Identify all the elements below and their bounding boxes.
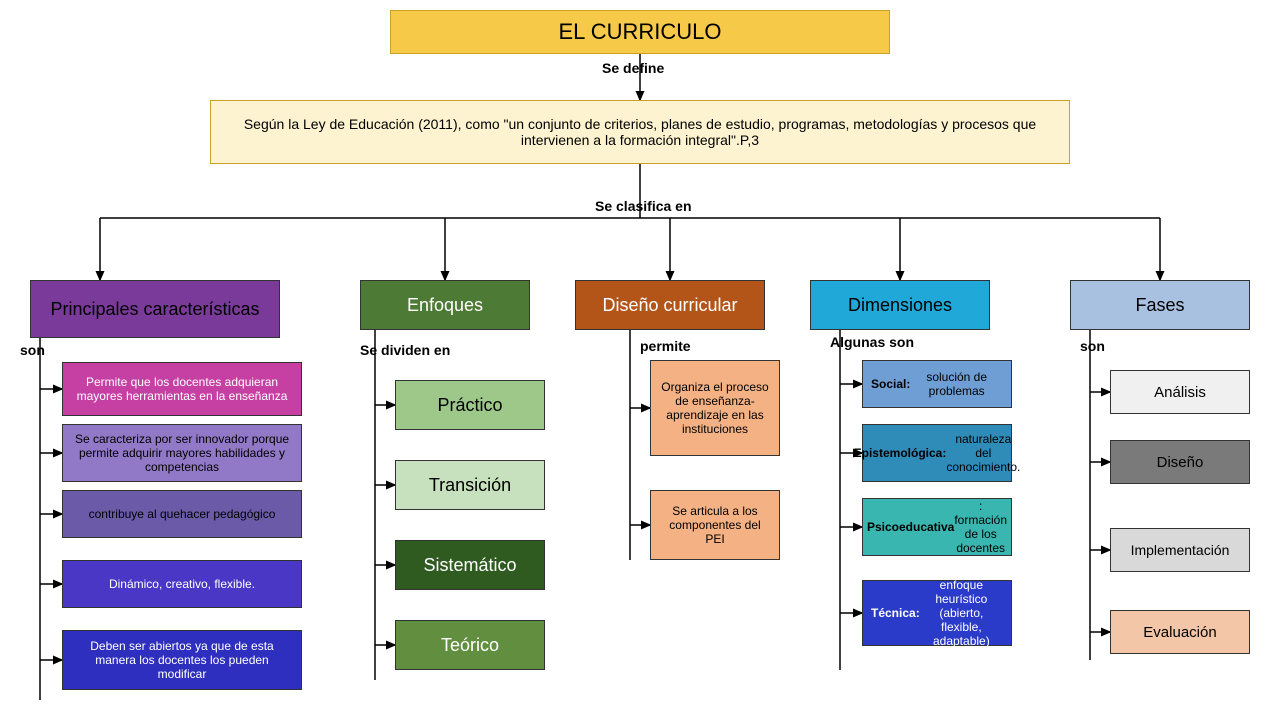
item-0-2: contribuye al quehacer pedagógico: [62, 490, 302, 538]
item-0-3: Dinámico, creativo, flexible.: [62, 560, 302, 608]
category-sublabel-0: son: [20, 342, 45, 358]
item-2-0: Organiza el proceso de enseñanza-aprendi…: [650, 360, 780, 456]
category-header-1: Enfoques: [360, 280, 530, 330]
item-4-0: Análisis: [1110, 370, 1250, 414]
item-1-1: Transición: [395, 460, 545, 510]
item-1-2: Sistemático: [395, 540, 545, 590]
category-sublabel-3: Algunas son: [830, 334, 914, 350]
category-header-2: Diseño curricular: [575, 280, 765, 330]
item-0-0: Permite que los docentes adquieran mayor…: [62, 362, 302, 416]
definition-box: Según la Ley de Educación (2011), como "…: [210, 100, 1070, 164]
item-2-1: Se articula a los componentes del PEI: [650, 490, 780, 560]
item-3-2: Psicoeducativa: formación de los docente…: [862, 498, 1012, 556]
category-sublabel-4: son: [1080, 338, 1105, 354]
item-4-2: Implementación: [1110, 528, 1250, 572]
item-3-0: Social: solución de problemas: [862, 360, 1012, 408]
category-header-0: Principales características: [30, 280, 280, 338]
item-0-1: Se caracteriza por ser innovador porque …: [62, 424, 302, 482]
category-sublabel-2: permite: [640, 338, 691, 354]
item-1-0: Práctico: [395, 380, 545, 430]
item-4-3: Evaluación: [1110, 610, 1250, 654]
label-se-define: Se define: [602, 60, 664, 76]
label-se-clasifica: Se clasifica en: [595, 198, 692, 214]
title-box: EL CURRICULO: [390, 10, 890, 54]
item-4-1: Diseño: [1110, 440, 1250, 484]
item-3-1: Epistemológica: naturaleza del conocimie…: [862, 424, 1012, 482]
category-sublabel-1: Se dividen en: [360, 342, 450, 358]
category-header-3: Dimensiones: [810, 280, 990, 330]
category-header-4: Fases: [1070, 280, 1250, 330]
item-3-3: Técnica: enfoque heurístico (abierto, fl…: [862, 580, 1012, 646]
item-0-4: Deben ser abiertos ya que de esta manera…: [62, 630, 302, 690]
item-1-3: Teórico: [395, 620, 545, 670]
